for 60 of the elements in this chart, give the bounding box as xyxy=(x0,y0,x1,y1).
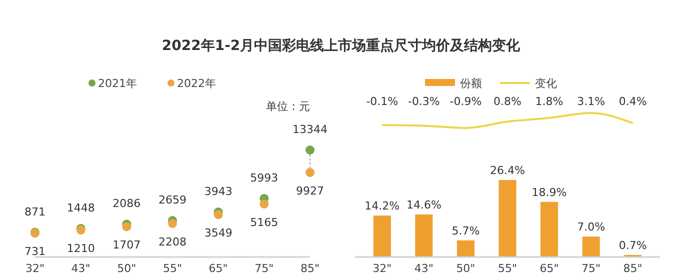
data-label: 7.0% xyxy=(577,220,606,234)
data-label: -0.1% xyxy=(366,95,398,108)
x-tick-label: 43" xyxy=(414,262,434,275)
data-label: 5993 xyxy=(250,171,278,184)
data-label: 3549 xyxy=(204,226,232,240)
data-label: 3943 xyxy=(204,184,232,198)
data-label: 871 xyxy=(24,205,46,218)
data-label: 0.7% xyxy=(618,238,647,252)
x-tick-label: 65" xyxy=(208,262,228,275)
data-label: 3.1% xyxy=(577,95,606,108)
legend-label: 份额 xyxy=(460,77,482,90)
bar xyxy=(498,180,516,257)
point xyxy=(168,218,177,228)
x-tick-label: 75" xyxy=(582,262,601,275)
data-label: 0.8% xyxy=(494,95,522,108)
data-label: 2208 xyxy=(158,235,186,248)
data-label: 1707 xyxy=(112,238,141,252)
data-label: 9927 xyxy=(296,184,324,198)
x-tick-label: 55" xyxy=(162,262,182,275)
data-label: 5165 xyxy=(250,216,278,229)
data-label: -0.3% xyxy=(408,95,440,108)
x-tick-label: 55" xyxy=(498,262,518,275)
x-tick-label: 32" xyxy=(25,262,45,275)
point xyxy=(306,168,314,178)
data-label: 2086 xyxy=(112,197,141,210)
data-label: 1448 xyxy=(66,201,95,214)
data-label: 14.6% xyxy=(406,198,442,212)
data-label: 1210 xyxy=(66,242,95,256)
point xyxy=(122,222,132,232)
x-tick-label: 50" xyxy=(456,262,476,275)
data-label: 26.4% xyxy=(490,164,525,177)
x-tick-label: 32" xyxy=(372,262,392,275)
data-label: 2659 xyxy=(158,193,186,206)
bar xyxy=(373,216,391,257)
bar xyxy=(456,240,474,257)
bar xyxy=(540,202,558,257)
point xyxy=(260,199,269,208)
x-tick-label: 85" xyxy=(623,262,642,275)
data-label: 1.8% xyxy=(535,95,564,108)
x-tick-label: 75" xyxy=(254,262,274,275)
text: 单位：元 xyxy=(266,100,310,113)
chart-title: 2022年1-2月中国彩电线上市场重点尺寸均价及结构变化 xyxy=(162,37,522,54)
data-label: 14.2% xyxy=(364,200,400,213)
x-tick-label: 50" xyxy=(117,262,136,275)
data-label: 13344 xyxy=(292,123,328,136)
data-label: 731 xyxy=(24,245,46,258)
data-label: 5.7% xyxy=(452,224,480,238)
data-label: 0.4% xyxy=(618,95,647,108)
legend-label: 2022年 xyxy=(177,77,216,90)
point xyxy=(306,146,314,154)
point xyxy=(214,210,223,220)
legend-label: 变化 xyxy=(535,77,557,90)
x-tick-label: 85" xyxy=(300,262,320,275)
data-label: 18.9% xyxy=(532,186,567,199)
data-label: -0.9% xyxy=(450,95,482,108)
bar xyxy=(582,236,600,257)
x-tick-label: 65" xyxy=(540,262,559,275)
bar xyxy=(415,214,433,257)
x-tick-label: 43" xyxy=(71,262,90,275)
legend-label: 2021年 xyxy=(98,77,137,90)
